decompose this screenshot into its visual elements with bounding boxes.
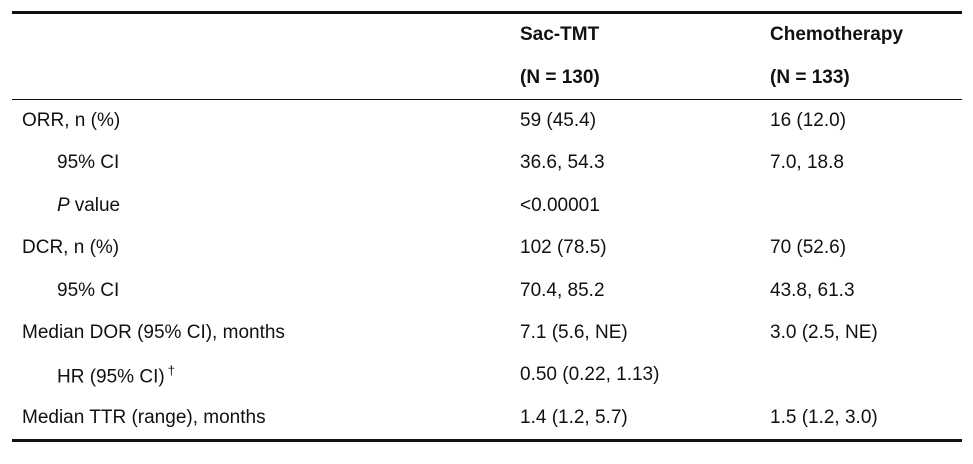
row: 95% CI 36.6, 54.3 7.0, 18.8 <box>12 142 962 184</box>
cell: 3.0 (2.5, NE) <box>770 321 878 343</box>
cell: 7.0, 18.8 <box>770 152 844 174</box>
cell: 0.50 (0.22, 1.13) <box>520 364 660 386</box>
row-label: 95% CI <box>57 279 120 301</box>
cell: 70.4, 85.2 <box>520 279 605 301</box>
italic-label: P <box>57 194 70 216</box>
row: ORR, n (%) 59 (45.4) 16 (12.0) <box>12 99 962 142</box>
row-label: Median TTR (range), months <box>22 406 266 428</box>
cell <box>770 185 962 227</box>
header-row: Sac-TMT Chemotherapy <box>12 13 962 57</box>
header-cell: Chemotherapy <box>770 24 904 46</box>
label-text: HR (95% CI) <box>57 365 165 387</box>
header-cell <box>12 56 520 100</box>
header-row: (N = 130) (N = 133) <box>12 56 962 100</box>
row-label: Median DOR (95% CI), months <box>22 321 285 343</box>
cell: 70 (52.6) <box>770 237 847 259</box>
row: Median TTR (range), months 1.4 (1.2, 5.7… <box>12 397 962 441</box>
table-wrap: Sac-TMT Chemotherapy (N = 130) (N = 133)… <box>12 11 962 442</box>
cell: 102 (78.5) <box>520 237 607 259</box>
cell: 1.4 (1.2, 5.7) <box>520 406 628 428</box>
row-label: HR (95% CI) † <box>12 354 520 396</box>
cell: <0.00001 <box>520 194 600 216</box>
cell: 59 (45.4) <box>520 109 597 131</box>
row-label: 95% CI <box>57 152 120 174</box>
cell: 36.6, 54.3 <box>520 152 605 174</box>
header-cell: (N = 130) <box>520 56 770 100</box>
row: DCR, n (%) 102 (78.5) 70 (52.6) <box>12 227 962 269</box>
cell: 7.1 (5.6, NE) <box>520 321 628 343</box>
row-label: ORR, n (%) <box>22 109 121 131</box>
row: HR (95% CI) † 0.50 (0.22, 1.13) <box>12 354 962 396</box>
cell: 16 (12.0) <box>770 109 847 131</box>
footnote-mark: † <box>167 362 175 378</box>
header-cell: Sac-TMT <box>520 24 600 46</box>
label-text: value <box>74 194 121 216</box>
header-cell <box>12 13 520 57</box>
cell <box>770 354 962 396</box>
cell: 43.8, 61.3 <box>770 279 855 301</box>
header-cell: (N = 133) <box>770 56 962 100</box>
row: 95% CI 70.4, 85.2 43.8, 61.3 <box>12 269 962 311</box>
cell: 1.5 (1.2, 3.0) <box>770 406 878 428</box>
row-label: DCR, n (%) <box>22 237 120 259</box>
results-table: Sac-TMT Chemotherapy (N = 130) (N = 133)… <box>12 11 962 442</box>
row: Median DOR (95% CI), months 7.1 (5.6, NE… <box>12 312 962 354</box>
